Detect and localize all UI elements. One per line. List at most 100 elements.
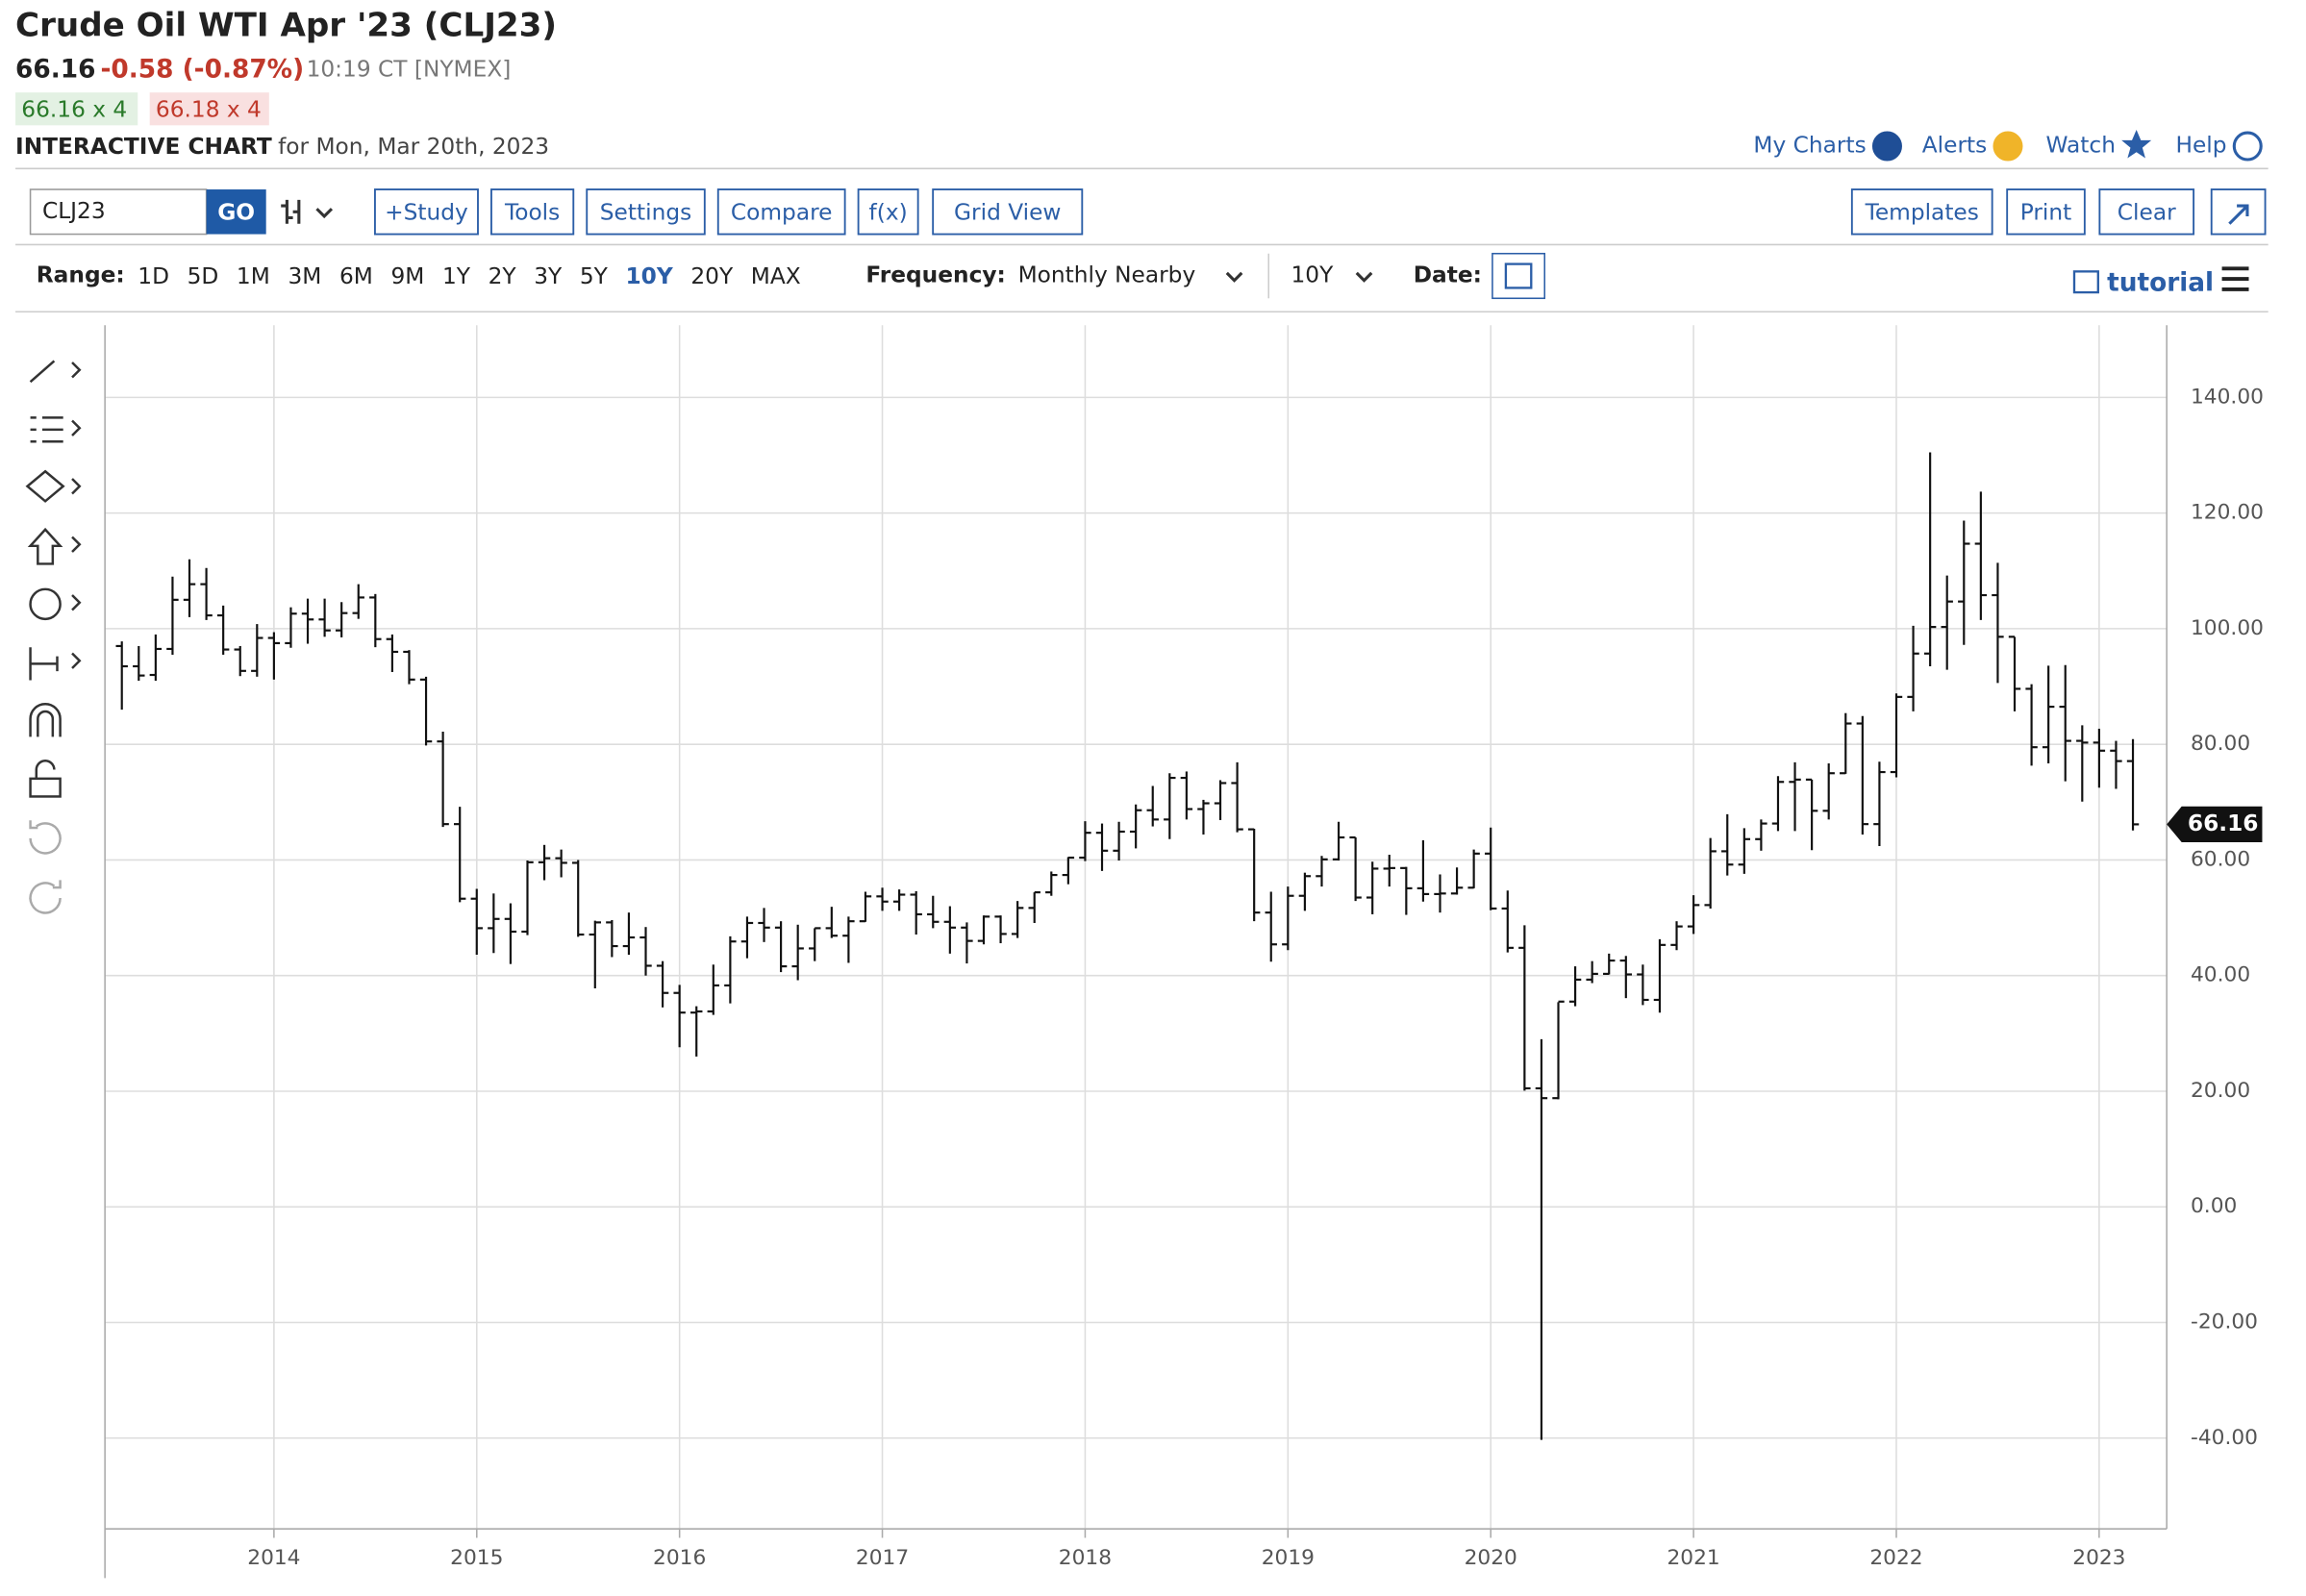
link[interactable]: Alerts [1922,131,2023,162]
x-tick-label: 2019 [1262,1546,1315,1570]
range-option[interactable]: 3Y [534,263,563,289]
x-tick-label: 2016 [653,1546,706,1570]
button[interactable]: Tools [490,188,575,236]
expand-button[interactable] [2210,188,2267,236]
x-tick-label: 2015 [450,1546,503,1570]
chevron [1355,271,1373,283]
menu-icon[interactable] [2221,266,2249,291]
button-label: Print [2020,199,2072,225]
last-price-label: 66.16 [2188,810,2259,836]
y-tick-label: 60.00 [2191,847,2250,871]
range-bar: Range: 1D 5D 1M 3M 6M 9M 1Y 2Y 3Y 5Y 10Y 20Y MAX Frequ… [37,252,2249,300]
chevron [1225,271,1243,283]
time: 10:19 CT [NYMEX] [307,56,512,82]
chart-date: for Mon, Mar 20th, 2023 [278,134,549,160]
tutorial-icon [2072,270,2099,294]
change: -0.58 (-0.87%) [100,55,304,84]
chart-label: INTERACTIVE CHART [15,134,272,160]
range-option[interactable]: 10Y [626,263,674,289]
button-label: Clear [2118,199,2176,225]
y-tick-label: 0.00 [2191,1194,2237,1218]
button-label: Grid View [954,199,1061,225]
button[interactable]: Print [2006,188,2086,236]
calendar-icon [1504,262,1533,289]
frequency[interactable]: Monthly Nearby [1018,262,1196,288]
link-icon [1871,131,1902,162]
y-tick-label: 120.00 [2191,501,2264,525]
button[interactable]: Grid View [932,188,1084,236]
button-box [2006,188,2086,236]
button-label: f(x) [869,199,908,225]
drawing-tools[interactable] [25,360,82,914]
button-label: Settings [600,199,691,225]
range-option[interactable]: 9M [390,263,424,289]
button-box [857,188,919,236]
go-button[interactable] [206,189,266,235]
button-box [490,188,575,236]
links: My Charts Alerts Watch Help [1753,129,2263,162]
button[interactable]: Compare [716,188,846,236]
link-label: My Charts [1753,133,1866,159]
symbol-input[interactable] [29,188,208,236]
link[interactable]: My Charts [1753,131,1902,162]
link-icon [2232,131,2263,162]
date-label: Date: [1414,262,1482,288]
range-option[interactable]: 5Y [580,263,609,289]
link-label: Watch [2046,133,2116,159]
button-label: +Study [385,199,468,225]
button[interactable]: Templates [1850,188,1993,236]
x-tick-label: 2021 [1667,1546,1719,1570]
chart-type-icon[interactable] [281,199,334,224]
link-label: Help [2175,133,2226,159]
go-label: GO [217,199,255,225]
x-tick-label: 2023 [2072,1546,2125,1570]
range-option[interactable]: MAX [751,263,801,289]
x-tick-label: 2022 [1869,1546,1922,1570]
x-tick-label: 2020 [1465,1546,1517,1570]
x-tick-label: 2017 [856,1546,909,1570]
button[interactable]: +Study [374,188,479,236]
last-price-tag [2167,806,2263,843]
button[interactable]: Clear [2098,188,2195,236]
button-box [932,188,1084,236]
range-option[interactable]: 1D [138,263,169,289]
title: Crude Oil WTI Apr '23 (CLJ23) [15,6,557,44]
range-option[interactable]: 3M [288,263,321,289]
bid-box [15,92,138,126]
last-price: 66.16 [15,55,95,84]
y-tick-label: 100.00 [2191,616,2264,640]
button[interactable]: Settings [586,188,706,236]
y-tick-label: 20.00 [2191,1079,2250,1103]
link[interactable]: Help [2175,131,2263,162]
plot: -40.00 -20.00 0.00 20.00 40.00 60.00 80.00 100.… [104,325,2264,1579]
button-label: Compare [731,199,833,225]
frequency-label: Frequency: [865,262,1005,288]
y-tick-label: 40.00 [2191,963,2250,987]
button-box [2098,188,2195,236]
link-label: Alerts [1922,133,1988,159]
range-option[interactable]: 5D [188,263,219,289]
range-option[interactable]: 6M [339,263,373,289]
tutorial[interactable]: tutorial [2107,268,2214,297]
button-box [586,188,706,236]
range-option[interactable]: 2Y [489,263,517,289]
range-option[interactable]: 1Y [442,263,471,289]
y-tick-label: 140.00 [2191,385,2264,409]
range-option[interactable]: 20Y [690,263,734,289]
date-picker[interactable] [1491,252,1546,300]
link-icon [2121,129,2152,159]
button-label: Tools [504,199,560,225]
link[interactable]: Watch [2046,129,2152,159]
y-tick-label: -20.00 [2191,1310,2258,1334]
ask-box [149,92,269,126]
symbol: CLJ23 [42,198,106,224]
button-box [374,188,479,236]
period[interactable]: 10Y [1291,262,1335,288]
link-icon [1993,131,2023,162]
range-option[interactable]: 1M [237,263,270,289]
bid: 66.16 x 4 [21,96,127,122]
range-label: Range: [37,262,125,288]
button[interactable]: f(x) [857,188,919,236]
y-tick-label: 80.00 [2191,732,2250,756]
